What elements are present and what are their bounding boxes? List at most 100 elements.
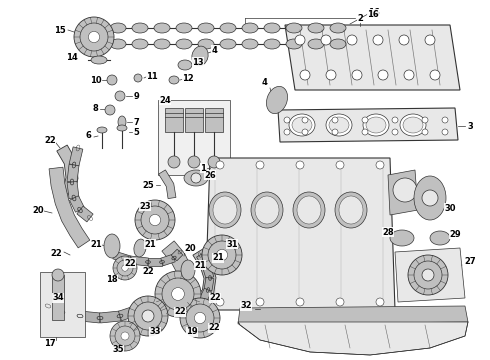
Ellipse shape	[110, 39, 126, 49]
Circle shape	[80, 23, 108, 51]
Circle shape	[142, 310, 154, 322]
Circle shape	[168, 156, 180, 168]
Text: 21: 21	[194, 261, 206, 270]
Circle shape	[134, 302, 162, 330]
Text: 22: 22	[209, 293, 221, 302]
Polygon shape	[278, 108, 458, 142]
Ellipse shape	[430, 231, 450, 245]
Text: 30: 30	[444, 203, 456, 212]
Polygon shape	[49, 167, 90, 248]
Text: 28: 28	[382, 228, 394, 237]
Text: 29: 29	[449, 230, 461, 239]
Text: 22: 22	[142, 267, 154, 276]
Circle shape	[296, 298, 304, 306]
Text: 32: 32	[240, 302, 252, 310]
Polygon shape	[79, 311, 100, 323]
Circle shape	[392, 117, 398, 123]
Text: 4: 4	[261, 77, 267, 86]
Bar	[185, 108, 203, 132]
Circle shape	[332, 117, 338, 123]
Ellipse shape	[198, 23, 214, 33]
Circle shape	[115, 91, 125, 101]
Ellipse shape	[414, 176, 446, 220]
Ellipse shape	[181, 260, 195, 280]
Ellipse shape	[326, 114, 352, 136]
Polygon shape	[162, 241, 192, 297]
Text: 19: 19	[186, 328, 198, 337]
Text: 16: 16	[368, 8, 380, 17]
Ellipse shape	[289, 114, 315, 136]
Ellipse shape	[329, 117, 349, 133]
Circle shape	[422, 269, 434, 280]
Polygon shape	[129, 256, 148, 266]
Ellipse shape	[154, 23, 170, 33]
Circle shape	[115, 326, 135, 346]
Polygon shape	[204, 277, 214, 291]
Polygon shape	[148, 258, 162, 266]
Circle shape	[180, 298, 220, 338]
Bar	[52, 275, 64, 320]
Circle shape	[74, 17, 114, 57]
Text: 5: 5	[133, 127, 139, 136]
Polygon shape	[57, 145, 78, 195]
Text: 9: 9	[133, 91, 139, 100]
Bar	[40, 272, 85, 337]
Ellipse shape	[339, 196, 363, 224]
Ellipse shape	[293, 192, 325, 228]
Circle shape	[195, 312, 206, 324]
Text: 13: 13	[192, 58, 204, 67]
Ellipse shape	[176, 39, 192, 49]
Ellipse shape	[335, 192, 367, 228]
Text: 21: 21	[212, 253, 224, 262]
Circle shape	[113, 256, 137, 280]
Circle shape	[107, 75, 117, 85]
Circle shape	[155, 271, 201, 317]
Circle shape	[128, 296, 168, 336]
Ellipse shape	[264, 23, 280, 33]
Ellipse shape	[330, 39, 346, 49]
Ellipse shape	[403, 117, 423, 133]
Circle shape	[186, 304, 214, 332]
Circle shape	[362, 117, 368, 123]
Polygon shape	[202, 264, 214, 279]
Ellipse shape	[118, 116, 126, 128]
Polygon shape	[161, 254, 175, 266]
Circle shape	[110, 321, 140, 351]
Text: 21: 21	[144, 239, 156, 248]
Text: 22: 22	[44, 135, 56, 144]
Ellipse shape	[97, 127, 107, 133]
Bar	[158, 100, 230, 175]
Text: 23: 23	[139, 202, 151, 211]
Circle shape	[208, 241, 236, 269]
Text: 27: 27	[464, 257, 476, 266]
Polygon shape	[388, 170, 418, 215]
Circle shape	[134, 74, 142, 82]
Ellipse shape	[192, 46, 208, 66]
Circle shape	[373, 35, 383, 45]
Circle shape	[149, 215, 161, 226]
Ellipse shape	[363, 114, 389, 136]
Text: 20: 20	[32, 206, 44, 215]
Circle shape	[188, 156, 200, 168]
Circle shape	[300, 70, 310, 80]
Circle shape	[326, 70, 336, 80]
Text: 11: 11	[146, 72, 158, 81]
Polygon shape	[285, 25, 460, 90]
Ellipse shape	[308, 39, 324, 49]
Polygon shape	[238, 322, 468, 355]
Ellipse shape	[110, 23, 126, 33]
Text: 31: 31	[226, 239, 238, 248]
Polygon shape	[61, 307, 81, 321]
Ellipse shape	[132, 39, 148, 49]
Text: 22: 22	[124, 258, 136, 267]
Text: 4: 4	[211, 45, 217, 54]
Circle shape	[352, 70, 362, 80]
Polygon shape	[77, 206, 93, 222]
Ellipse shape	[213, 196, 237, 224]
Text: 3: 3	[467, 122, 473, 131]
Circle shape	[408, 255, 448, 295]
Circle shape	[362, 129, 368, 135]
Bar	[165, 108, 183, 132]
Text: 8: 8	[92, 104, 98, 113]
Polygon shape	[70, 196, 84, 212]
